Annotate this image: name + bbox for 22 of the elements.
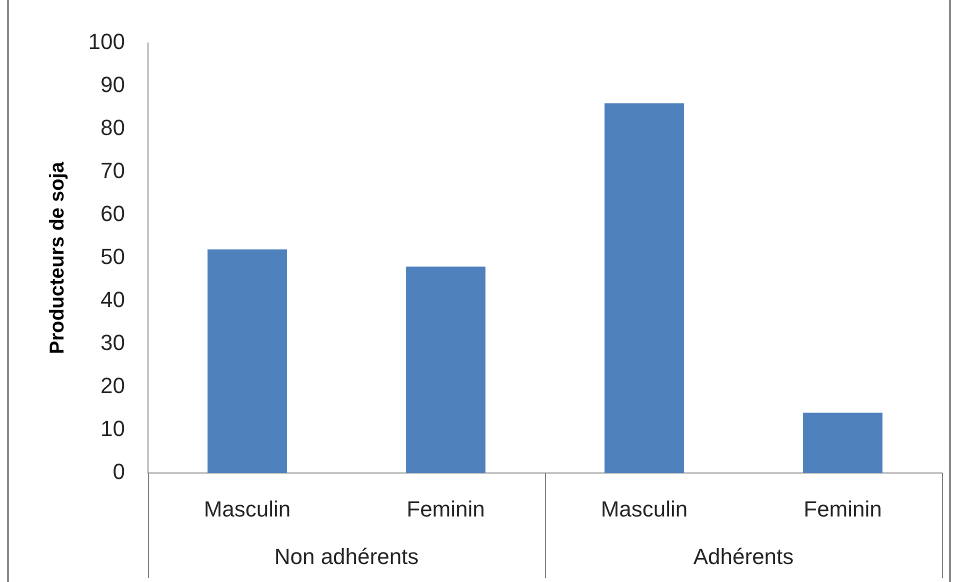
y-tick-label: 90 [100,72,125,98]
y-tick-label: 30 [100,330,125,356]
bar [803,412,882,473]
y-tick-label: 50 [100,244,125,270]
text: Non adhérents [274,544,419,570]
x-tick-label: Masculin [204,496,291,522]
y-tick-label: 10 [100,416,125,442]
bar [208,249,287,473]
bar [604,103,684,473]
y-tick-label: 0 [112,459,125,484]
y-tick-label: 40 [100,287,125,312]
y-tick-label: 70 [100,158,125,184]
y-tick-label: 100 [88,29,125,54]
y-axis-title: Producteurs de soja [46,160,69,354]
y-tick-label: 60 [100,201,125,226]
text: Adhérents [693,544,794,570]
bar [406,266,486,473]
y-tick-label: 80 [100,115,125,140]
x-tick-label: Masculin [600,496,688,522]
x-tick-label: Feminin [804,496,882,522]
x-tick-label: Feminin [406,496,485,522]
y-tick-label: 20 [100,373,125,398]
